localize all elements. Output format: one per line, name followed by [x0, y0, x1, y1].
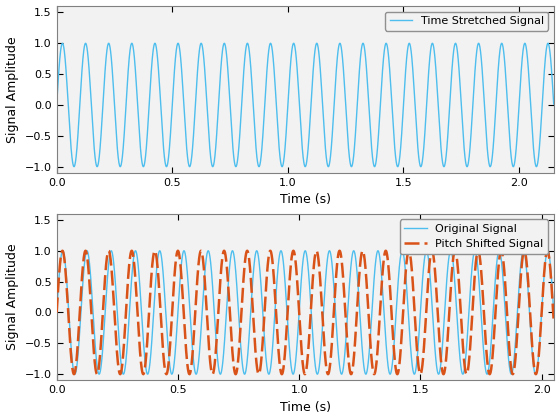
Original Signal: [343, 326, 350, 331]
Original Signal: [100, 343, 106, 348]
Pitch Shifted Signal: [550, 319, 557, 324]
Time Stretched Signal: [454, 45, 460, 50]
Original Signal: [550, 309, 557, 314]
Pitch Shifted Signal: [191, 328, 198, 333]
Pitch Shifted Signal: [175, 248, 181, 253]
Time Stretched Signal: [53, 102, 60, 108]
Original Signal: [53, 310, 60, 315]
Original Signal: [72, 372, 78, 377]
X-axis label: Time (s): Time (s): [279, 401, 331, 414]
Original Signal: [486, 366, 492, 371]
Time Stretched Signal: [544, 41, 551, 46]
Pitch Shifted Signal: [417, 372, 424, 377]
Legend: Time Stretched Signal: Time Stretched Signal: [385, 12, 548, 31]
Line: Original Signal: Original Signal: [57, 251, 554, 374]
Time Stretched Signal: [550, 102, 557, 107]
Line: Time Stretched Signal: Time Stretched Signal: [57, 43, 554, 167]
Pitch Shifted Signal: [255, 372, 262, 377]
Line: Pitch Shifted Signal: Pitch Shifted Signal: [57, 251, 554, 374]
Original Signal: [191, 365, 198, 370]
Pitch Shifted Signal: [532, 372, 539, 377]
Original Signal: [255, 258, 262, 263]
Legend: Original Signal, Pitch Shifted Signal: Original Signal, Pitch Shifted Signal: [400, 219, 548, 254]
Time Stretched Signal: [301, 163, 308, 168]
Time Stretched Signal: [372, 163, 379, 168]
X-axis label: Time (s): Time (s): [279, 193, 331, 206]
Time Stretched Signal: [159, 126, 166, 131]
Time Stretched Signal: [59, 41, 66, 46]
Y-axis label: Signal Amplitude: Signal Amplitude: [6, 36, 19, 143]
Original Signal: [532, 372, 539, 377]
Time Stretched Signal: [153, 49, 160, 54]
Original Signal: [59, 248, 66, 253]
Pitch Shifted Signal: [486, 370, 492, 375]
Pitch Shifted Signal: [53, 310, 60, 315]
Y-axis label: Signal Amplitude: Signal Amplitude: [6, 244, 19, 350]
Pitch Shifted Signal: [343, 330, 350, 335]
Time Stretched Signal: [71, 164, 77, 169]
Pitch Shifted Signal: [100, 310, 106, 315]
